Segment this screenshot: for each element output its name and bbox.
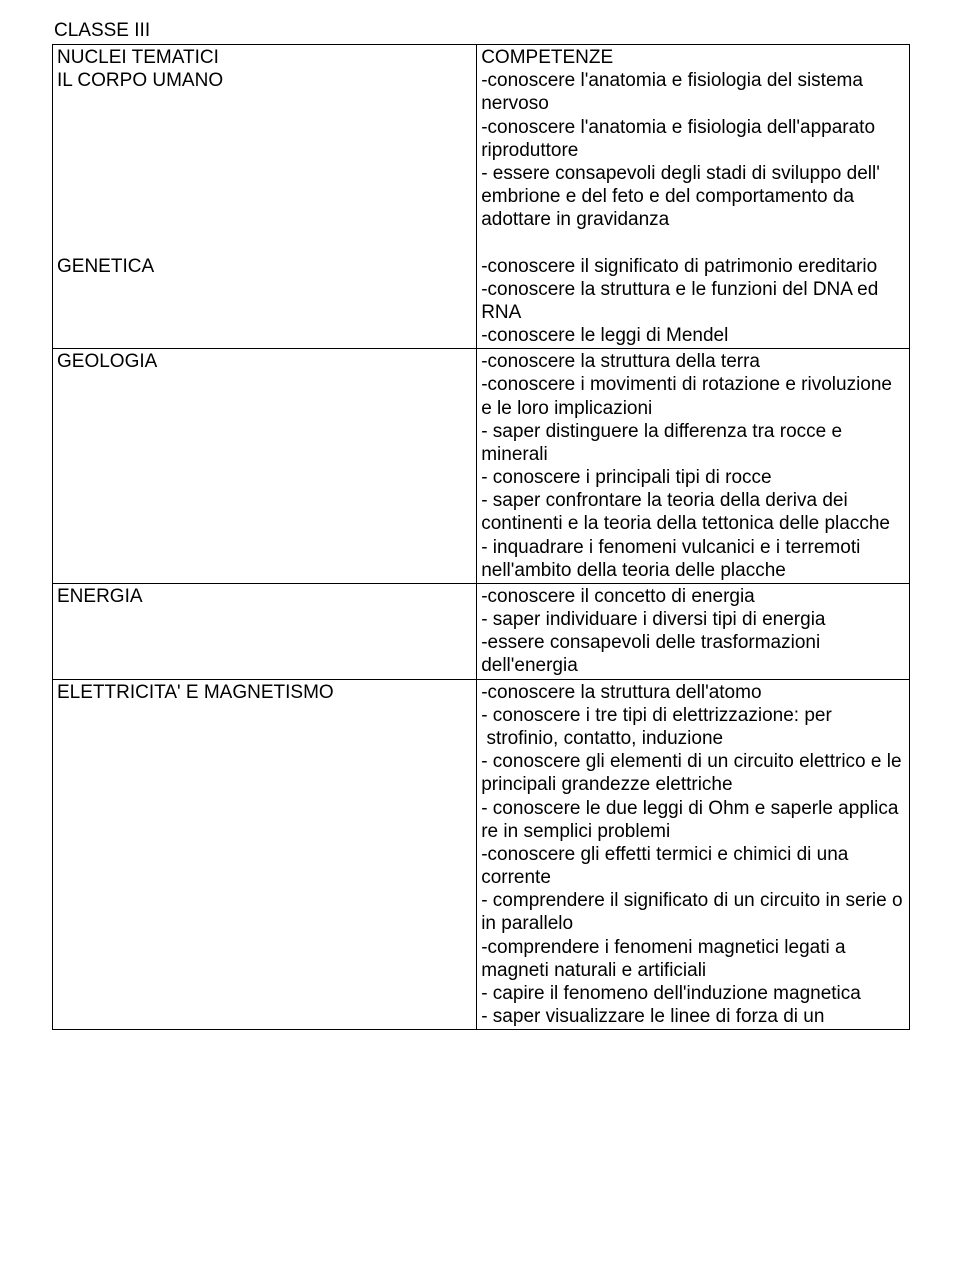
cell-text: -conoscere il concetto di energia - sape… bbox=[481, 585, 905, 678]
table-cell-right: -conoscere la struttura dell'atomo - con… bbox=[477, 679, 910, 1030]
table-row: GEOLOGIA -conoscere la struttura della t… bbox=[53, 349, 910, 584]
page-title: CLASSE III bbox=[52, 20, 910, 42]
table-body: NUCLEI TEMATICI IL CORPO UMANO GENETICA … bbox=[53, 45, 910, 1030]
table-cell-right: -conoscere il concetto di energia - sape… bbox=[477, 583, 910, 679]
table-row: ELETTRICITA' E MAGNETISMO -conoscere la … bbox=[53, 679, 910, 1030]
table-row: NUCLEI TEMATICI IL CORPO UMANO GENETICA … bbox=[53, 45, 910, 349]
cell-text: COMPETENZE -conoscere l'anatomia e fisio… bbox=[481, 46, 905, 347]
content-table: NUCLEI TEMATICI IL CORPO UMANO GENETICA … bbox=[52, 44, 910, 1030]
cell-text: GEOLOGIA bbox=[57, 350, 472, 373]
cell-text: ELETTRICITA' E MAGNETISMO bbox=[57, 681, 472, 704]
table-row: ENERGIA -conoscere il concetto di energi… bbox=[53, 583, 910, 679]
table-cell-left: ELETTRICITA' E MAGNETISMO bbox=[53, 679, 477, 1030]
table-cell-left: GEOLOGIA bbox=[53, 349, 477, 584]
cell-text: -conoscere la struttura della terra -con… bbox=[481, 350, 905, 582]
page-container: CLASSE III NUCLEI TEMATICI IL CORPO UMAN… bbox=[0, 0, 960, 1050]
cell-text: ENERGIA bbox=[57, 585, 472, 608]
cell-text: NUCLEI TEMATICI IL CORPO UMANO GENETICA bbox=[57, 46, 472, 278]
table-cell-left: NUCLEI TEMATICI IL CORPO UMANO GENETICA bbox=[53, 45, 477, 349]
table-cell-right: -conoscere la struttura della terra -con… bbox=[477, 349, 910, 584]
cell-text: -conoscere la struttura dell'atomo - con… bbox=[481, 681, 905, 1029]
table-cell-right: COMPETENZE -conoscere l'anatomia e fisio… bbox=[477, 45, 910, 349]
table-cell-left: ENERGIA bbox=[53, 583, 477, 679]
